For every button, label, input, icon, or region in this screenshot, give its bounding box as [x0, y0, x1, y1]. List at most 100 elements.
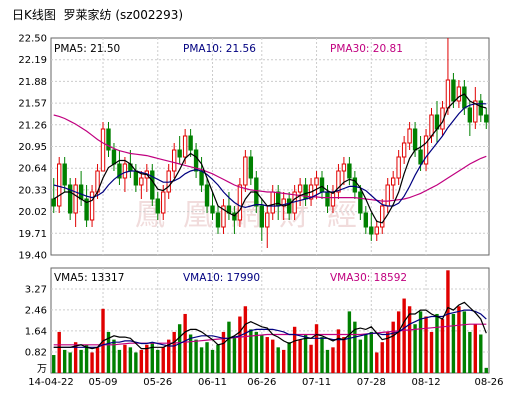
candle-body	[336, 170, 341, 193]
pma5-label: PMA5: 21.50	[54, 43, 121, 55]
candle-body	[62, 163, 67, 186]
candle-body	[270, 191, 275, 214]
candle-body	[171, 149, 177, 172]
candle-body	[193, 149, 199, 172]
candle-body	[423, 135, 429, 165]
volume-bar	[276, 347, 280, 373]
candle-body	[473, 100, 478, 123]
volume-bar	[303, 334, 308, 373]
candle-body	[451, 79, 456, 102]
pma30-label: PMA30: 20.81	[330, 43, 403, 55]
date-tick-label: 07-28	[357, 377, 386, 388]
candle-body	[89, 191, 95, 221]
candle-body	[139, 177, 144, 186]
volume-bar	[479, 334, 483, 373]
price-tick-label: 19.40	[18, 251, 47, 262]
candle-body	[265, 212, 270, 228]
volume-bar	[73, 342, 78, 373]
candle-body	[161, 191, 166, 214]
candle-body	[73, 184, 78, 214]
volume-bar	[210, 349, 215, 373]
volume-bar	[446, 270, 450, 373]
chart-title: 日K线图 罗莱家纺 (sz002293)	[12, 6, 183, 23]
candle-body	[182, 135, 188, 158]
chart-type-label: 日K线图	[12, 8, 56, 22]
price-tick-label: 20.95	[18, 142, 47, 153]
candle-body	[352, 177, 358, 193]
date-tick-label: 08-12	[412, 377, 441, 388]
candle-body	[429, 114, 434, 137]
volume-bar	[418, 311, 423, 373]
candle-body	[330, 191, 336, 207]
volume-bar	[95, 347, 100, 373]
volume-tick-label: 1.64	[25, 326, 47, 337]
volume-bar	[281, 349, 286, 373]
candle-body	[188, 135, 193, 151]
ma5-line	[53, 93, 487, 224]
volume-bar	[167, 339, 171, 373]
volume-bar	[271, 339, 275, 373]
volume-bar	[386, 331, 390, 373]
stock-code: (sz002293)	[115, 8, 184, 22]
volume-bar	[249, 329, 253, 373]
candle-body	[380, 205, 385, 228]
vma5-label: VMA5: 13317	[54, 272, 125, 284]
vma10-line	[53, 309, 487, 348]
volume-bar	[331, 347, 335, 373]
volume-unit-label: 万	[37, 364, 47, 375]
candle-body	[243, 156, 248, 186]
candle-body	[84, 198, 89, 221]
candle-body	[286, 198, 292, 214]
volume-bar	[484, 367, 488, 373]
volume-bar	[314, 324, 319, 373]
candle-body	[67, 184, 73, 214]
candle-body	[347, 163, 352, 179]
volume-bar	[199, 347, 204, 373]
volume-bar	[68, 352, 72, 373]
price-tick-label: 20.33	[18, 185, 47, 196]
price-tick-label: 21.88	[18, 77, 47, 88]
stock-name: 罗莱家纺	[63, 8, 112, 22]
volume-bar	[468, 331, 472, 373]
volume-bar	[413, 324, 417, 373]
volume-bar	[287, 342, 291, 373]
volume-bar	[380, 342, 384, 373]
volume-bar	[435, 313, 439, 373]
volume-bar	[172, 331, 176, 373]
volume-bar	[194, 339, 198, 373]
volume-bar	[440, 319, 445, 373]
volume-bar	[473, 324, 478, 373]
volume-bar	[402, 298, 406, 373]
volume-plot-frame	[50, 267, 490, 374]
candle-body	[106, 128, 111, 151]
candle-body	[341, 163, 347, 172]
date-tick-label: 06-26	[247, 377, 276, 388]
candle-body	[385, 184, 390, 207]
volume-bar	[90, 352, 94, 373]
candle-body	[215, 212, 221, 228]
volume-bar	[265, 337, 269, 373]
candle-body	[456, 86, 462, 102]
candle-body	[248, 156, 254, 179]
candle-body	[401, 142, 407, 158]
volume-bar	[205, 342, 209, 373]
candle-body	[232, 212, 237, 221]
candle-body	[462, 86, 467, 109]
candle-body	[177, 149, 182, 158]
volume-bar	[84, 344, 89, 373]
volume-bar	[123, 344, 127, 373]
volume-bar	[336, 329, 341, 373]
volume-bar	[396, 311, 401, 373]
date-tick-label: 14-04-22	[28, 377, 73, 388]
candle-body	[210, 205, 215, 214]
volume-bar	[353, 321, 357, 373]
volume-bar	[260, 334, 264, 373]
volume-bar	[52, 355, 56, 373]
ma10-line	[53, 103, 487, 209]
volume-bar	[216, 344, 220, 373]
volume-bar	[358, 339, 363, 373]
volume-bar	[364, 334, 368, 373]
volume-bar	[227, 321, 231, 373]
